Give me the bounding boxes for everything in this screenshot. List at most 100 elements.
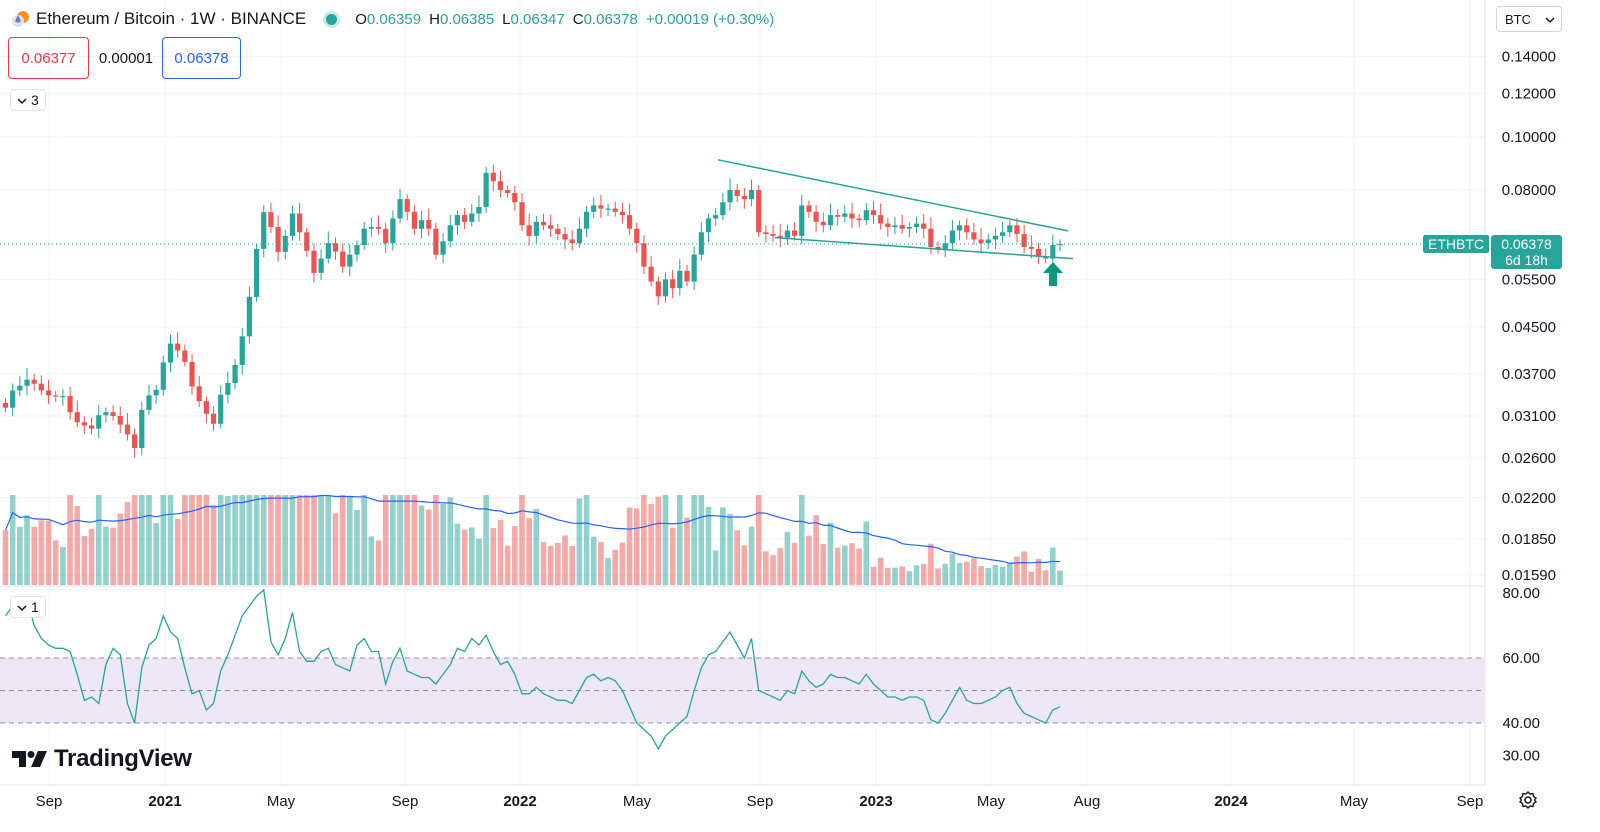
candle [132,434,138,449]
candle [218,394,224,424]
volume-bar [45,520,52,585]
candle [1050,245,1056,259]
candle [813,211,819,222]
candle [705,218,712,233]
volume-bar [31,526,37,585]
volume-bar [928,543,934,585]
lower-trendline [774,236,1074,260]
candle [548,225,554,229]
candle [289,213,296,236]
candle [17,385,23,391]
candle [913,223,920,227]
volume-bar [849,543,855,585]
volume-bar [705,506,712,585]
price-tick-label: 0.03700 [1502,366,1556,383]
gear-icon[interactable] [1518,790,1538,810]
volume-bar [906,571,913,585]
volume-bar [9,495,16,585]
candle [1035,248,1042,257]
candle [885,223,891,227]
candle [253,248,260,297]
volume-bar [770,555,776,585]
volume-bar [1035,558,1042,585]
low-value: 0.06347 [510,10,565,28]
candle [282,235,288,252]
candle [1043,256,1049,259]
candle [304,232,310,251]
volume-bar [526,517,532,585]
candle [1000,232,1006,236]
candle [691,254,697,282]
volume-bar [131,495,138,585]
price-axis: 0.14000 0.12000 0.10000 0.08000 0.05500 0.045… [1502,49,1556,765]
tradingview-logo[interactable]: TradingView [12,745,192,773]
volume-bar [60,547,66,585]
chart-header: Ethereum / Bitcoin · 1W · BINANCE O0.063… [10,6,774,32]
volume-bar [368,536,375,585]
candle [196,386,202,402]
volume-bar [397,495,403,585]
volume-bar [411,495,418,585]
indicators-toggle[interactable]: 3 [10,89,46,111]
volume-bar [813,515,819,585]
volume-bar [1028,571,1035,585]
volume-bar [1042,570,1049,585]
candle [978,239,984,244]
candle [175,343,181,351]
volume-bar [110,527,116,585]
candle [655,281,661,297]
candle [232,364,238,384]
time-tick-label: Sep [36,793,63,810]
sell-price-button[interactable]: 0.06377 [8,37,89,79]
volume-bar [325,495,332,585]
volume-bar [942,563,949,585]
symbol-title[interactable]: Ethereum / Bitcoin · 1W · BINANCE [36,9,307,28]
rsi-indicators-toggle[interactable]: 1 [10,596,46,618]
candle [340,251,346,267]
candle [921,223,927,229]
candle [598,205,604,209]
candle [96,415,102,429]
candle [985,239,991,244]
volume-bar [289,495,296,585]
price-tick-label: 0.10000 [1502,129,1556,146]
volume-bar [863,521,870,585]
candle [397,199,403,219]
buy-price-button[interactable]: 0.06378 [162,37,241,79]
volume-bar [81,535,88,585]
spread-value: 0.00001 [98,49,154,67]
volume-bar [540,542,547,585]
volume-bar [38,520,45,585]
candle [505,190,511,193]
candle [1014,225,1020,235]
volume-bar [677,495,683,585]
candle [720,202,726,216]
volume-bar [382,495,389,585]
volume-bar [956,563,963,585]
candle [784,230,791,238]
candle [426,220,432,229]
currency-select[interactable]: BTC [1496,6,1562,32]
candle [53,395,59,397]
candle [971,232,977,240]
candle [619,211,626,216]
volume-bar [992,564,999,585]
price-tick-label: 0.02600 [1502,450,1556,467]
candle [160,362,166,390]
volume-bar [971,558,977,585]
candle [741,196,747,200]
candle [239,336,245,365]
volume-bar [727,513,733,585]
candle [878,215,884,224]
volume-bar [153,522,159,585]
chevron-down-icon [17,599,27,615]
rsi-tick-label: 40.00 [1502,715,1540,732]
candle [210,413,217,424]
candle [60,396,66,398]
time-tick-label: May [623,793,652,810]
candle [949,230,955,244]
candle [318,258,324,273]
volume-bar [260,495,267,585]
volume-bar [174,518,181,585]
